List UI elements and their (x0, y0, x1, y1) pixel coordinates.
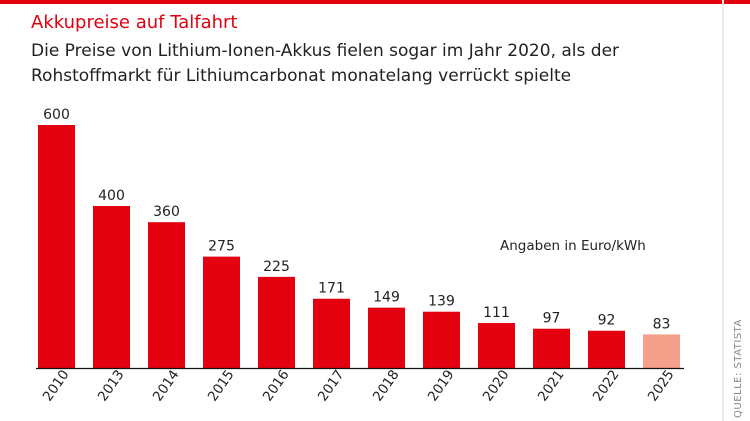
x-tick-label-2017: 2017 (315, 367, 348, 404)
x-tick-label-2019: 2019 (425, 367, 458, 404)
value-label-2018: 149 (373, 290, 400, 306)
value-label-2025: 83 (653, 316, 671, 332)
bar-2015 (203, 256, 240, 368)
value-label-2017: 171 (318, 281, 345, 297)
unit-note: Angaben in Euro/kWh (500, 238, 646, 254)
bar-2022 (588, 330, 625, 368)
value-label-2013: 400 (98, 188, 125, 204)
x-tick-label-2010: 2010 (40, 367, 73, 404)
x-tick-label-2021: 2021 (535, 367, 568, 404)
value-label-2021: 97 (543, 311, 561, 327)
top-accent-rule (0, 0, 750, 4)
bar-2025 (643, 334, 680, 368)
value-label-2010: 600 (43, 107, 70, 123)
value-label-2015: 275 (208, 239, 235, 255)
bar-2020 (478, 323, 515, 368)
bar-2019 (423, 311, 460, 368)
x-tick-label-2015: 2015 (205, 367, 238, 404)
value-label-2022: 92 (598, 313, 616, 329)
bar-2018 (368, 307, 405, 368)
bar-2016 (258, 276, 295, 368)
value-label-2019: 139 (428, 294, 455, 310)
x-tick-label-2016: 2016 (260, 367, 293, 404)
value-label-2020: 111 (483, 305, 510, 321)
x-tick-label-2025: 2025 (645, 367, 678, 404)
x-tick-label-2013: 2013 (95, 367, 128, 404)
value-label-2016: 225 (263, 259, 290, 275)
right-divider (722, 0, 724, 421)
chart-title: Akkupreise auf Talfahrt (31, 12, 238, 33)
chart-subtitle: Die Preise von Lithium-Ionen-Akkus fiele… (31, 41, 620, 86)
x-tick-label-2020: 2020 (480, 367, 513, 404)
x-tick-label-2018: 2018 (370, 367, 403, 404)
bar-2010 (38, 125, 75, 368)
bar-2021 (533, 328, 570, 368)
bar-2017 (313, 298, 350, 368)
bar-2013 (93, 206, 130, 368)
bar-2014 (148, 222, 185, 368)
value-label-2014: 360 (153, 204, 180, 220)
x-tick-label-2022: 2022 (590, 367, 623, 404)
x-tick-label-2014: 2014 (150, 367, 183, 404)
